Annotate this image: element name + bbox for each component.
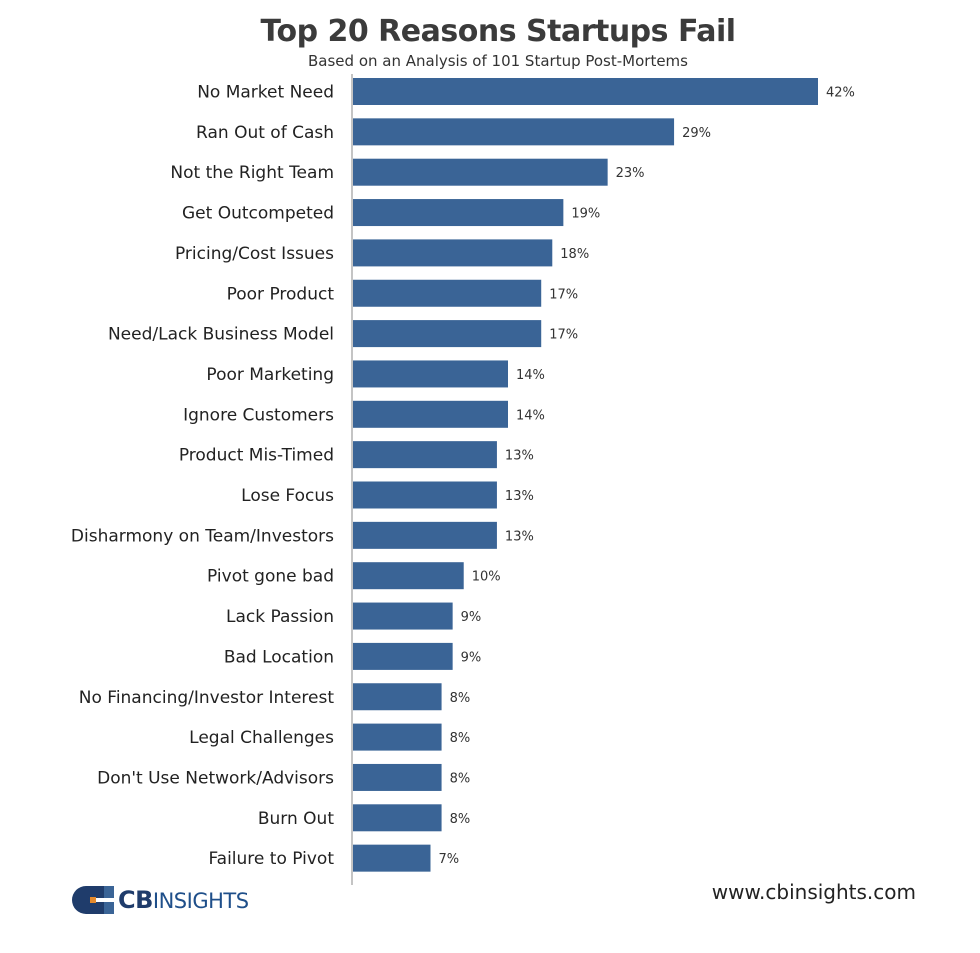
value-label: 8% [450, 812, 471, 827]
value-label: 23% [616, 166, 645, 181]
bar [353, 239, 553, 267]
category-label: Get Outcompeted [182, 204, 334, 224]
category-label: Poor Product [227, 284, 335, 304]
value-label: 8% [450, 771, 471, 786]
category-label: Burn Out [258, 809, 334, 829]
category-label: Bad Location [224, 647, 334, 667]
category-label: Lack Passion [226, 607, 334, 627]
value-label: 10% [472, 570, 501, 585]
chart-title: Top 20 Reasons Startups Fail [260, 14, 736, 49]
bar [353, 400, 508, 428]
value-label: 8% [450, 731, 471, 746]
category-label: No Market Need [197, 83, 334, 103]
bar [353, 78, 818, 105]
value-label: 19% [571, 207, 600, 222]
cb-insights-logo: CBINSIGHTS [70, 883, 249, 917]
category-label: Ignore Customers [183, 405, 334, 425]
category-label: Failure to Pivot [208, 849, 334, 869]
category-label: Legal Challenges [189, 728, 334, 748]
bar [353, 118, 675, 146]
bar [353, 199, 564, 227]
category-label: Product Mis-Timed [179, 446, 334, 466]
bar [353, 642, 453, 670]
bar-group: No Market Need 42% Ran Out of Cash 29% Not t… [71, 78, 855, 872]
value-label: 8% [450, 691, 471, 706]
bar [353, 602, 453, 630]
bar [353, 562, 464, 590]
bar [353, 320, 542, 348]
bar [353, 723, 442, 751]
category-label: Disharmony on Team/Investors [71, 526, 334, 546]
category-label: Pricing/Cost Issues [175, 244, 334, 264]
value-label: 7% [439, 852, 460, 867]
bar [353, 683, 442, 711]
value-label: 17% [549, 328, 578, 343]
chart-subtitle: Based on an Analysis of 101 Startup Post… [308, 52, 688, 70]
value-label: 17% [549, 287, 578, 302]
value-label: 9% [461, 650, 482, 665]
value-label: 14% [516, 368, 545, 383]
value-label: 18% [560, 247, 589, 262]
bar [353, 481, 497, 509]
value-label: 14% [516, 408, 545, 423]
logo-text: CBINSIGHTS [118, 886, 249, 914]
bar [353, 158, 608, 186]
bar [353, 441, 497, 469]
bar [353, 763, 442, 791]
category-label: Poor Marketing [206, 365, 334, 385]
cb-insights-logo-icon [70, 884, 116, 916]
value-label: 13% [505, 449, 534, 464]
value-label: 29% [682, 126, 711, 141]
bar [353, 360, 508, 388]
bar [353, 844, 431, 872]
value-label: 9% [461, 610, 482, 625]
category-label: No Financing/Investor Interest [79, 688, 335, 708]
category-label: Ran Out of Cash [196, 123, 334, 143]
value-label: 13% [505, 529, 534, 544]
website-url: www.cbinsights.com [711, 880, 916, 904]
category-label: Pivot gone bad [207, 567, 334, 587]
bar [353, 279, 542, 307]
category-label: Lose Focus [241, 486, 334, 506]
category-label: Don't Use Network/Advisors [97, 768, 334, 788]
value-label: 13% [505, 489, 534, 504]
value-label: 42% [826, 86, 855, 101]
bar [353, 804, 442, 832]
bar [353, 521, 497, 549]
category-label: Not the Right Team [170, 163, 334, 183]
category-label: Need/Lack Business Model [108, 325, 334, 345]
